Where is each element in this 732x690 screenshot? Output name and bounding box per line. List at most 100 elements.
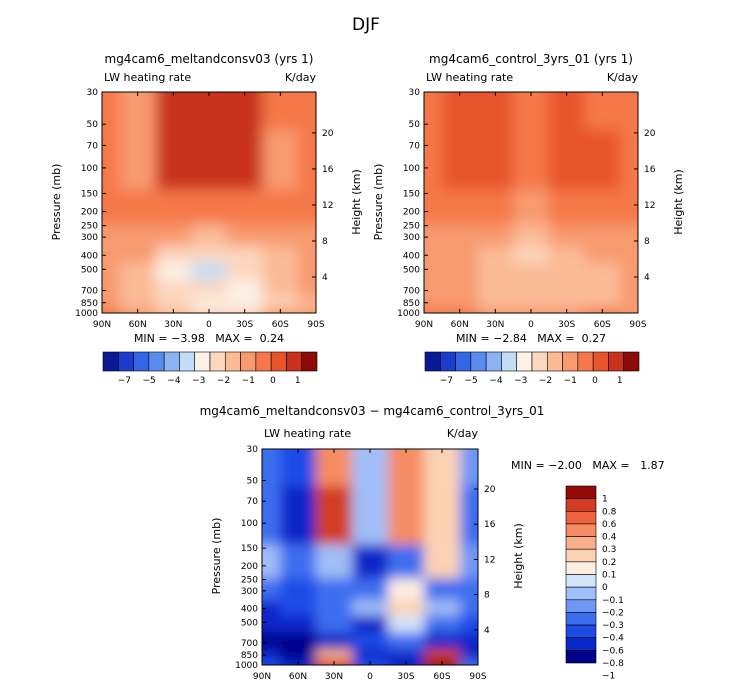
colorbar-swatch bbox=[531, 351, 548, 372]
colorbar-label: −0.6 bbox=[602, 646, 624, 656]
colorbar-label: −0.4 bbox=[602, 634, 624, 644]
colorbar-swatch bbox=[255, 351, 272, 372]
field-cell-60N-850 bbox=[441, 296, 478, 309]
x-tick-label: 60S bbox=[433, 672, 450, 682]
y2-tick-label: 8 bbox=[484, 591, 490, 601]
colorbar-label: −7 bbox=[440, 376, 453, 386]
panel1-cells bbox=[102, 92, 316, 313]
field-cell-90S-100 bbox=[298, 129, 316, 191]
field-cell-60N-200 bbox=[119, 189, 156, 225]
field-cell-60S-30 bbox=[262, 92, 299, 131]
field-cell-0-400 bbox=[191, 246, 228, 263]
x-tick-label: 90S bbox=[469, 672, 486, 682]
colorbar-swatch bbox=[485, 351, 502, 372]
colorbar-swatch bbox=[565, 498, 597, 512]
field-cell-0-700 bbox=[191, 279, 228, 298]
field-cell-90S-500 bbox=[620, 262, 638, 281]
field-cell-60N-100 bbox=[119, 129, 156, 191]
panel-meltandconsv03: mg4cam6_meltandconsv03 (yrs 1) LW heatin… bbox=[50, 52, 363, 386]
field-cell-90S-700 bbox=[298, 279, 316, 298]
y2-tick-label: 12 bbox=[644, 201, 655, 211]
y-tick-label: 500 bbox=[403, 265, 420, 275]
x-tick-label: 0 bbox=[528, 320, 534, 330]
field-cell-30S-30 bbox=[226, 92, 263, 131]
field-cell-30N-500 bbox=[316, 615, 353, 634]
colorbar-label: −4 bbox=[489, 376, 503, 386]
colorbar-swatch bbox=[623, 351, 640, 372]
field-cell-0-100 bbox=[352, 486, 389, 546]
colorbar-swatch bbox=[194, 351, 211, 372]
field-cell-30S-700 bbox=[548, 279, 585, 298]
field-cell-60N-400 bbox=[441, 246, 478, 263]
field-cell-60N-300 bbox=[280, 578, 317, 601]
colorbar-swatch bbox=[240, 351, 257, 372]
field-cell-0-300 bbox=[191, 224, 228, 247]
y-tick-label: 150 bbox=[81, 189, 98, 199]
x-tick-label: 30S bbox=[397, 672, 414, 682]
panel3-y2label: Height (km) bbox=[512, 523, 525, 589]
field-cell-90N-30 bbox=[424, 92, 443, 131]
field-cell-0-300 bbox=[513, 224, 550, 247]
colorbar-swatch bbox=[286, 351, 303, 372]
field-cell-90S-700 bbox=[620, 279, 638, 298]
field-cell-60S-100 bbox=[584, 129, 621, 191]
field-cell-0-400 bbox=[513, 246, 550, 263]
panel3-cells bbox=[262, 449, 478, 665]
field-cell-60S-850 bbox=[262, 296, 299, 309]
colorbar-swatch bbox=[270, 351, 287, 372]
colorbar-swatch bbox=[565, 650, 597, 664]
colorbar-label: −2 bbox=[217, 376, 230, 386]
field-cell-90S-850 bbox=[620, 296, 638, 309]
field-cell-90S-30 bbox=[620, 92, 638, 131]
field-cell-0-700 bbox=[352, 632, 389, 650]
y-tick-label: 200 bbox=[81, 208, 98, 218]
field-cell-30S-500 bbox=[548, 262, 585, 281]
x-tick-label: 30N bbox=[486, 320, 504, 330]
y-tick-label: 30 bbox=[247, 445, 259, 455]
y-tick-label: 1000 bbox=[397, 309, 420, 319]
y-tick-label: 850 bbox=[241, 651, 258, 661]
x-tick-label: 60N bbox=[289, 672, 307, 682]
field-cell-30S-300 bbox=[226, 224, 263, 247]
x-tick-label: 60N bbox=[451, 320, 469, 330]
y2-tick-label: 8 bbox=[644, 237, 650, 247]
field-cell-30S-100 bbox=[388, 486, 425, 546]
field-cell-60S-200 bbox=[584, 189, 621, 225]
field-cell-0-500 bbox=[513, 262, 550, 281]
field-cell-30S-400 bbox=[388, 599, 425, 616]
field-cell-30S-850 bbox=[388, 649, 425, 661]
y-tick-label: 100 bbox=[81, 164, 98, 174]
colorbar-swatch bbox=[470, 351, 487, 372]
field-cell-30N-30 bbox=[316, 449, 353, 487]
field-cell-30N-30 bbox=[155, 92, 192, 131]
colorbar-label: −1 bbox=[602, 672, 615, 682]
field-cell-90S-100 bbox=[460, 486, 478, 546]
x-tick-label: 0 bbox=[367, 672, 373, 682]
colorbar-label: 0 bbox=[602, 583, 608, 593]
y2-tick-label: 16 bbox=[322, 165, 334, 175]
y-tick-label: 700 bbox=[81, 287, 98, 297]
field-cell-90S-1000 bbox=[620, 307, 638, 313]
x-tick-label: 60S bbox=[272, 320, 289, 330]
field-cell-60N-400 bbox=[119, 246, 156, 263]
field-cell-0-200 bbox=[191, 189, 228, 225]
field-cell-90N-1000 bbox=[102, 307, 121, 313]
colorbar-label: −4 bbox=[167, 376, 181, 386]
field-cell-60N-100 bbox=[280, 486, 317, 546]
colorbar-label: −7 bbox=[118, 376, 131, 386]
y2-tick-label: 4 bbox=[322, 273, 328, 283]
field-cell-90S-30 bbox=[298, 92, 316, 131]
colorbar-swatch bbox=[133, 351, 150, 372]
field-cell-30S-200 bbox=[548, 189, 585, 225]
panel-control: mg4cam6_control_3yrs_01 (yrs 1) LW heati… bbox=[372, 52, 685, 386]
field-cell-0-400 bbox=[352, 599, 389, 616]
y-tick-label: 200 bbox=[241, 562, 258, 572]
panel2-stats: MIN = −2.84 MAX = 0.27 bbox=[456, 332, 606, 345]
field-cell-60S-400 bbox=[262, 246, 299, 263]
panel2-colorbar: −7 −5 −4 −3 −2 −1 0 1 bbox=[424, 351, 640, 386]
field-cell-90N-700 bbox=[102, 279, 121, 298]
field-cell-90S-200 bbox=[298, 189, 316, 225]
y-tick-label: 850 bbox=[403, 299, 420, 309]
panel2-cells bbox=[424, 92, 638, 313]
